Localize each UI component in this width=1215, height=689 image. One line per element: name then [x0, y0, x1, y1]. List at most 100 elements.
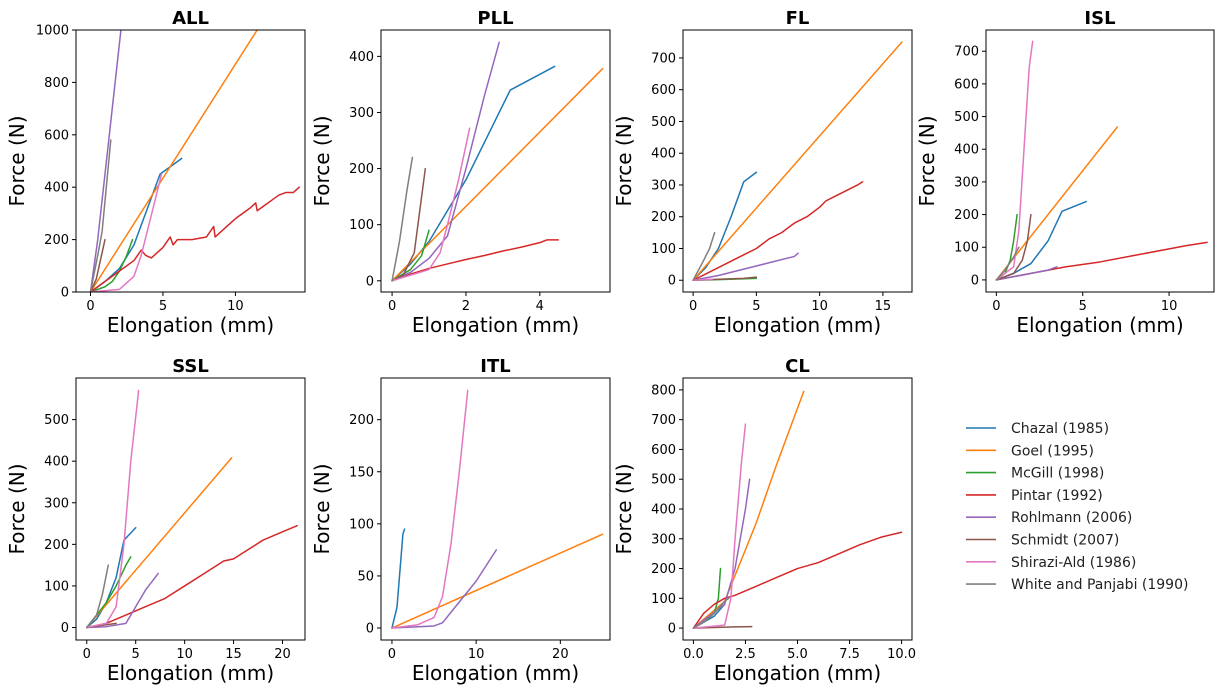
y-tick-label: 0 [668, 622, 676, 637]
x-tick-label: 5 [132, 647, 140, 662]
series-line-chazal-1985 [392, 529, 405, 628]
legend-label: Schmidt (2007) [1011, 533, 1119, 549]
panel-all: 0 5 10 0 200 400 600 800 1000 ALL Elongation (mm) F… [5, 8, 305, 337]
x-tick-label: 5 [752, 299, 760, 314]
x-tick-label: 4 [536, 299, 544, 314]
legend-entry-white-and-panjabi-1990: White and Panjabi (1990) [966, 577, 1188, 593]
series-line-rohlmann-2006 [392, 42, 499, 280]
chart-title: CL [785, 356, 810, 377]
chart-title: ISL [1084, 8, 1115, 29]
series-line-rohlmann-2006 [693, 253, 798, 280]
panel-isl-series [996, 41, 1207, 279]
panel-all-series [90, 30, 299, 292]
series-line-chazal-1985 [87, 528, 136, 628]
series-line-pintar-1992 [90, 187, 299, 292]
y-tick-label: 200 [44, 538, 69, 553]
series-line-white-and-panjabi-1990 [693, 233, 715, 281]
y-tick-label: 600 [651, 443, 676, 458]
y-tick-label: 400 [954, 143, 979, 158]
series-line-shirazi-ald-1986 [693, 279, 712, 280]
series-line-schmidt-2007 [996, 215, 1031, 280]
y-tick-label: 100 [651, 242, 676, 257]
y-axis-label: Force (N) [612, 115, 636, 206]
panel-fl-series [693, 42, 902, 280]
y-tick-label: 100 [651, 592, 676, 607]
y-tick-label: 600 [44, 128, 69, 143]
y-tick-label: 400 [349, 50, 374, 65]
legend-entry-schmidt-2007: Schmidt (2007) [966, 533, 1119, 549]
chart-title: PLL [477, 8, 513, 29]
legend-entry-chazal-1985: Chazal (1985) [966, 421, 1109, 437]
legend-entry-rohlmann-2006: Rohlmann (2006) [966, 510, 1132, 526]
y-tick-label: 500 [651, 473, 676, 488]
y-tick-label: 800 [44, 76, 69, 91]
x-tick-label: 10 [176, 647, 193, 662]
y-tick-label: 100 [349, 218, 374, 233]
panel-itl-series [392, 391, 602, 629]
x-tick-label: 2 [462, 299, 470, 314]
y-tick-label: 400 [651, 503, 676, 518]
series-line-mcgill-1998 [87, 557, 131, 628]
y-tick-label: 300 [349, 106, 374, 121]
x-axis-label: Elongation (mm) [1016, 313, 1183, 337]
y-axis-label: Force (N) [310, 115, 334, 206]
y-axis-label: Force (N) [310, 463, 334, 554]
legend: Chazal (1985) Goel (1995) McGill (1998) Pin… [966, 421, 1188, 593]
x-axis-label: Elongation (mm) [412, 313, 579, 337]
y-tick-label: 600 [651, 83, 676, 98]
legend-entry-goel-1995: Goel (1995) [966, 443, 1094, 459]
legend-label: Shirazi-Ald (1986) [1011, 555, 1136, 571]
x-tick-label: 5 [1079, 299, 1087, 314]
y-tick-label: 150 [349, 465, 374, 480]
chart-title: ITL [480, 356, 510, 377]
panel-ssl-series [87, 390, 297, 627]
y-tick-label: 100 [44, 579, 69, 594]
x-tick-label: 0 [689, 299, 697, 314]
y-axis-label: Force (N) [5, 115, 29, 206]
x-tick-label: 0 [992, 299, 1000, 314]
x-tick-label: 10 [468, 647, 485, 662]
y-tick-label: 500 [651, 115, 676, 130]
y-tick-label: 400 [651, 147, 676, 162]
legend-label: Chazal (1985) [1011, 421, 1109, 437]
x-tick-label: 0 [388, 299, 396, 314]
x-tick-label: 10 [1161, 299, 1178, 314]
x-axis-label: Elongation (mm) [107, 313, 274, 337]
y-tick-label: 0 [61, 621, 69, 636]
series-line-pintar-1992 [693, 532, 901, 628]
x-tick-label: 10.0 [887, 647, 916, 662]
x-tick-label: 5 [159, 299, 167, 314]
axes-frame [986, 30, 1214, 292]
series-line-goel-1995 [693, 42, 902, 280]
y-tick-label: 700 [954, 45, 979, 60]
x-tick-label: 0 [388, 647, 396, 662]
chart-title: FL [786, 8, 810, 29]
y-axis-label: Force (N) [915, 115, 939, 206]
y-tick-label: 700 [651, 413, 676, 428]
panel-cl-series [693, 391, 901, 628]
panel-pll-series [392, 42, 603, 280]
legend-label: Goel (1995) [1011, 443, 1094, 459]
x-axis-label: Elongation (mm) [714, 313, 881, 337]
legend-label: McGill (1998) [1011, 466, 1104, 482]
legend-label: White and Panjabi (1990) [1011, 577, 1188, 593]
legend-entry-pintar-1992: Pintar (1992) [966, 488, 1103, 504]
x-tick-label: 0.0 [683, 647, 704, 662]
series-line-goel-1995 [87, 458, 232, 628]
x-tick-label: 20 [552, 647, 569, 662]
panel-cl: 0.0 2.5 5.0 7.5 10.0 0 100 200 300 400 500 600 700 80… [612, 356, 916, 685]
y-axis-label: Force (N) [612, 463, 636, 554]
series-line-goel-1995 [392, 534, 602, 628]
y-tick-label: 200 [651, 210, 676, 225]
series-line-mcgill-1998 [392, 230, 429, 280]
chart-title: ALL [172, 8, 209, 29]
y-tick-label: 600 [954, 77, 979, 92]
y-tick-label: 200 [44, 233, 69, 248]
panel-fl: 0 5 10 15 0 100 200 300 400 500 600 700 FL Elongation… [612, 8, 912, 337]
y-tick-label: 300 [954, 175, 979, 190]
y-tick-label: 0 [61, 286, 69, 301]
y-tick-label: 200 [651, 562, 676, 577]
series-line-shirazi-ald-1986 [392, 391, 468, 629]
x-tick-label: 5.0 [787, 647, 808, 662]
